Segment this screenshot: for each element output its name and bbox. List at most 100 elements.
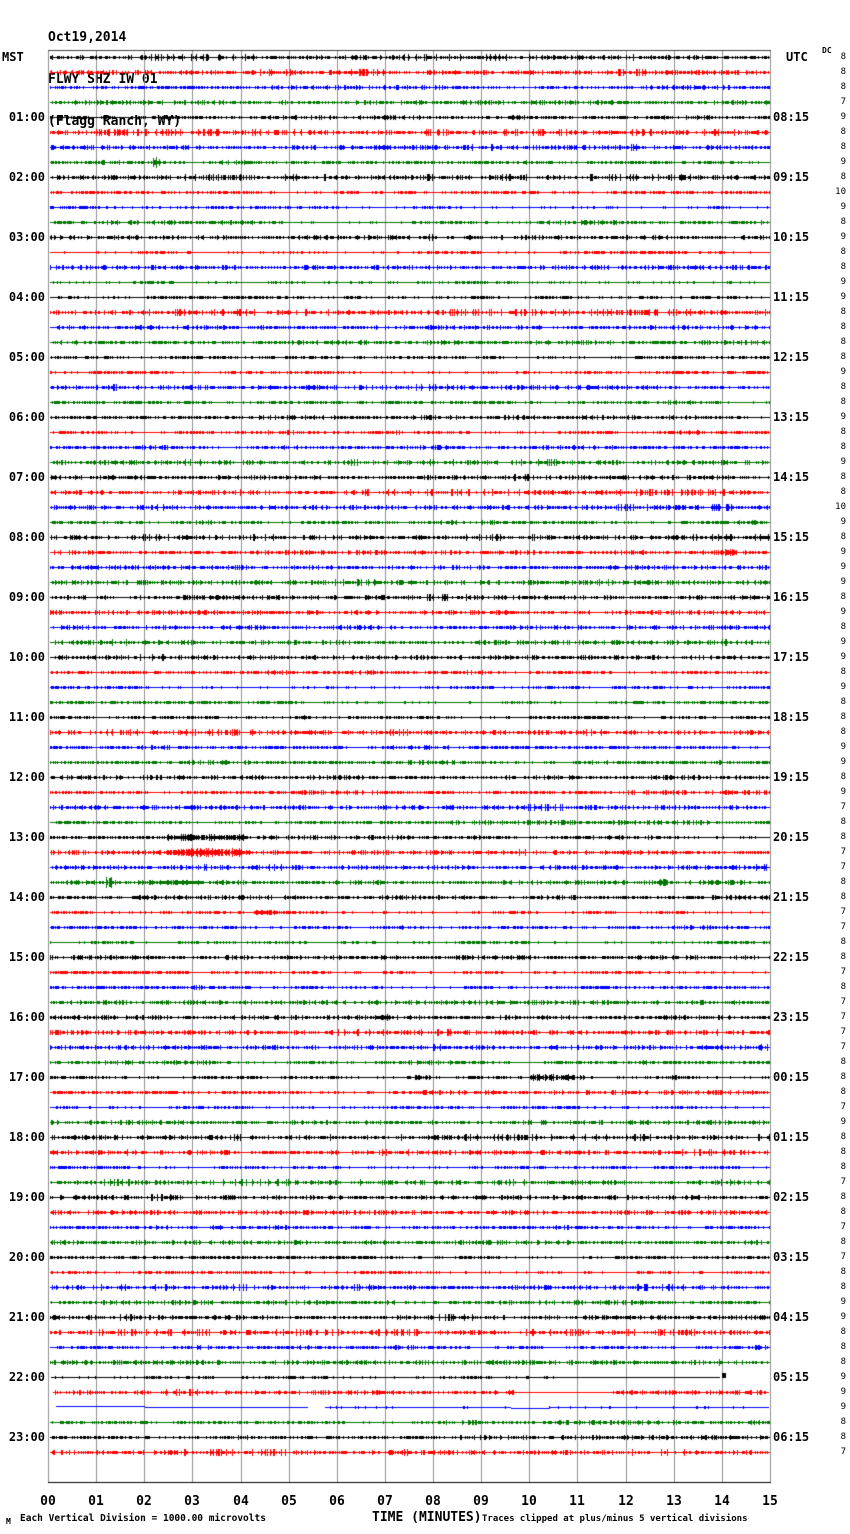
utc-hour-label: 12:15 [773, 350, 810, 364]
dc-value: 8 [840, 172, 846, 182]
dc-value: 9 [840, 742, 846, 752]
utc-hour-label: 18:15 [773, 710, 810, 724]
x-axis-tick-label: 11 [569, 1494, 585, 1509]
dc-value: 9 [840, 682, 846, 692]
dc-value: 8 [840, 1207, 846, 1217]
scale-note: Each Vertical Division = 1000.00 microvo… [20, 1513, 266, 1524]
mst-hour-label: 08:00 [8, 530, 45, 544]
dc-value: 8 [840, 877, 846, 887]
dc-value: 8 [840, 427, 846, 437]
utc-hour-label: 05:15 [773, 1370, 810, 1384]
dc-value: 8 [840, 532, 846, 542]
dc-value: 9 [840, 637, 846, 647]
dc-value: 8 [840, 82, 846, 92]
utc-hour-label: 01:15 [773, 1130, 810, 1144]
x-axis-tick-label: 03 [184, 1494, 200, 1509]
x-axis-tick-label: 01 [88, 1494, 104, 1509]
dc-value: 8 [840, 262, 846, 272]
mst-hour-label: 01:00 [8, 110, 45, 124]
dc-value: 8 [840, 697, 846, 707]
utc-hour-label: 14:15 [773, 470, 810, 484]
dc-value: 9 [840, 517, 846, 527]
mst-hour-label: 14:00 [8, 890, 45, 904]
dc-value: 7 [840, 97, 846, 107]
dc-value: 9 [840, 277, 846, 287]
dc-value: 8 [840, 352, 846, 362]
dc-value: 8 [840, 1237, 846, 1247]
dc-value: 8 [840, 1147, 846, 1157]
dc-value: 8 [840, 67, 846, 77]
dc-value: 8 [840, 1072, 846, 1082]
mst-hour-label: 22:00 [8, 1370, 45, 1384]
x-axis-tick-label: 05 [281, 1494, 297, 1509]
dc-value: 10 [835, 502, 846, 512]
dc-value: 7 [840, 862, 846, 872]
utc-hour-label: 10:15 [773, 230, 810, 244]
dc-value: 8 [840, 142, 846, 152]
dc-value: 7 [840, 1012, 846, 1022]
dc-value: 9 [840, 787, 846, 797]
utc-hour-label: 04:15 [773, 1310, 810, 1324]
x-axis-tick-label: 08 [425, 1494, 441, 1509]
dc-value: 8 [840, 622, 846, 632]
dc-value: 8 [840, 592, 846, 602]
dc-value: 8 [840, 1057, 846, 1067]
dc-value: 8 [840, 127, 846, 137]
dc-value: 8 [840, 952, 846, 962]
dc-value: 9 [840, 1387, 846, 1397]
dc-value: 9 [840, 607, 846, 617]
dc-value: 8 [840, 1417, 846, 1427]
dc-value: 8 [840, 712, 846, 722]
dc-value: 9 [840, 292, 846, 302]
dc-value: 8 [840, 892, 846, 902]
mst-hour-label: 10:00 [8, 650, 45, 664]
mst-hour-label: 12:00 [8, 770, 45, 784]
utc-hour-label: 09:15 [773, 170, 810, 184]
dc-value: 7 [840, 1177, 846, 1187]
dc-value: 7 [840, 1027, 846, 1037]
dc-value: 7 [840, 922, 846, 932]
x-axis-tick-label: 14 [714, 1494, 730, 1509]
dc-value: 7 [840, 802, 846, 812]
mst-hour-label: 06:00 [8, 410, 45, 424]
dc-value: 8 [840, 322, 846, 332]
x-axis-tick-label: 09 [473, 1494, 489, 1509]
dc-value: 8 [840, 727, 846, 737]
dc-value: 8 [840, 1192, 846, 1202]
x-axis-tick-label: 10 [521, 1494, 537, 1509]
utc-hour-label: 20:15 [773, 830, 810, 844]
dc-value: 8 [840, 337, 846, 347]
dc-value: 8 [840, 247, 846, 257]
mst-hour-label: 18:00 [8, 1130, 45, 1144]
x-axis-tick-label: 04 [233, 1494, 249, 1509]
dc-value: 7 [840, 907, 846, 917]
x-axis-tick-label: 02 [136, 1494, 152, 1509]
dc-value: 7 [840, 847, 846, 857]
mst-hour-label: 03:00 [8, 230, 45, 244]
dc-value: 8 [840, 487, 846, 497]
mst-hour-label: 19:00 [8, 1190, 45, 1204]
dc-value: 9 [840, 1297, 846, 1307]
clip-note: Traces clipped at plus/minus 5 vertical … [482, 1514, 748, 1524]
x-axis-tick-label: 00 [40, 1494, 56, 1509]
dc-value: 7 [840, 1252, 846, 1262]
utc-hour-label: 11:15 [773, 290, 810, 304]
x-axis-tick-label: 13 [666, 1494, 682, 1509]
x-axis-tick-label: 15 [762, 1494, 778, 1509]
mst-hour-label: 15:00 [8, 950, 45, 964]
dc-value: 8 [840, 772, 846, 782]
dc-value: 7 [840, 997, 846, 1007]
dc-value: 9 [840, 157, 846, 167]
utc-hour-label: 00:15 [773, 1070, 810, 1084]
mst-hour-label: 02:00 [8, 170, 45, 184]
utc-hour-label: 15:15 [773, 530, 810, 544]
dc-value: 8 [840, 52, 846, 62]
corner-mark: M [6, 1517, 11, 1526]
mst-hour-label: 20:00 [8, 1250, 45, 1264]
dc-value: 9 [840, 547, 846, 557]
utc-hour-label: 17:15 [773, 650, 810, 664]
dc-value: 8 [840, 1267, 846, 1277]
utc-hour-label: 22:15 [773, 950, 810, 964]
dc-value: 8 [840, 1087, 846, 1097]
dc-value: 9 [840, 1312, 846, 1322]
